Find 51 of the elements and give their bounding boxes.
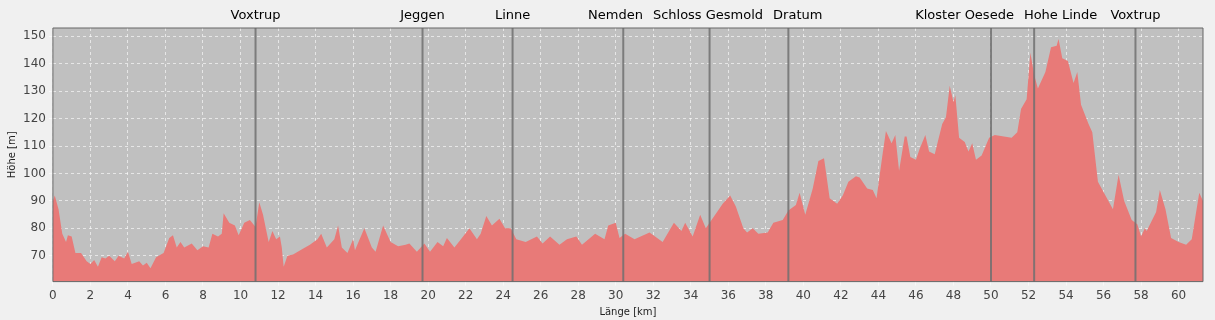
x-tick-label: 4 xyxy=(124,287,132,302)
x-tick-label: 20 xyxy=(420,287,436,302)
ref-line-label: Jeggen xyxy=(399,6,445,22)
ref-line-label: Voxtrup xyxy=(1110,6,1161,22)
ref-line-label: Voxtrup xyxy=(230,6,281,22)
y-tick-label: 80 xyxy=(30,220,46,235)
x-tick-label: 28 xyxy=(570,287,586,302)
ref-line-label: Hohe Linde xyxy=(1023,6,1098,22)
x-tick-label: 6 xyxy=(161,287,170,302)
x-tick-label: 2 xyxy=(86,287,95,302)
x-tick-label: 30 xyxy=(608,287,624,302)
y-axis-title: Höhe [m] xyxy=(5,131,17,179)
ref-line-label: Nemden xyxy=(588,6,643,22)
ref-line-label: Linne xyxy=(494,6,531,22)
x-tick-label: 16 xyxy=(345,287,361,302)
y-tick-label: 140 xyxy=(23,55,46,70)
x-tick-label: 52 xyxy=(1020,287,1037,302)
x-tick-label: 44 xyxy=(870,287,887,302)
x-tick-label: 26 xyxy=(533,287,549,302)
y-tick-label: 70 xyxy=(30,247,46,262)
x-tick-label: 56 xyxy=(1095,287,1112,302)
x-tick-label: 36 xyxy=(720,287,736,302)
x-tick-label: 14 xyxy=(307,287,324,302)
x-tick-label: 42 xyxy=(833,287,849,302)
x-tick-label: 22 xyxy=(458,287,474,302)
ref-line-label: Dratum xyxy=(773,6,823,22)
x-tick-label: 24 xyxy=(495,287,511,302)
x-tick-label: 46 xyxy=(908,287,924,302)
x-tick-label: 50 xyxy=(983,287,999,302)
x-tick-label: 38 xyxy=(758,287,774,302)
x-tick-label: 12 xyxy=(270,287,286,302)
y-tick-label: 110 xyxy=(23,138,46,153)
x-tick-label: 10 xyxy=(232,287,249,302)
x-tick-label: 60 xyxy=(1170,287,1187,302)
x-tick-label: 8 xyxy=(199,287,207,302)
x-tick-label: 18 xyxy=(382,287,399,302)
y-tick-label: 150 xyxy=(23,28,46,43)
x-tick-label: 58 xyxy=(1133,287,1149,302)
x-tick-label: 54 xyxy=(1058,287,1074,302)
ref-line-label: Kloster Oesede xyxy=(915,6,1014,22)
x-tick-label: 0 xyxy=(49,287,57,302)
y-tick-label: 120 xyxy=(23,110,46,125)
x-tick-label: 32 xyxy=(645,287,661,302)
y-tick-label: 130 xyxy=(23,83,46,98)
x-tick-label: 34 xyxy=(683,287,699,302)
y-tick-label: 90 xyxy=(30,193,46,208)
x-axis-title: Länge [km] xyxy=(599,305,657,317)
ref-line-label: Schloss Gesmold xyxy=(652,6,764,22)
x-tick-label: 48 xyxy=(945,287,962,302)
y-tick-label: 100 xyxy=(23,165,46,180)
x-tick-label: 40 xyxy=(795,287,812,302)
